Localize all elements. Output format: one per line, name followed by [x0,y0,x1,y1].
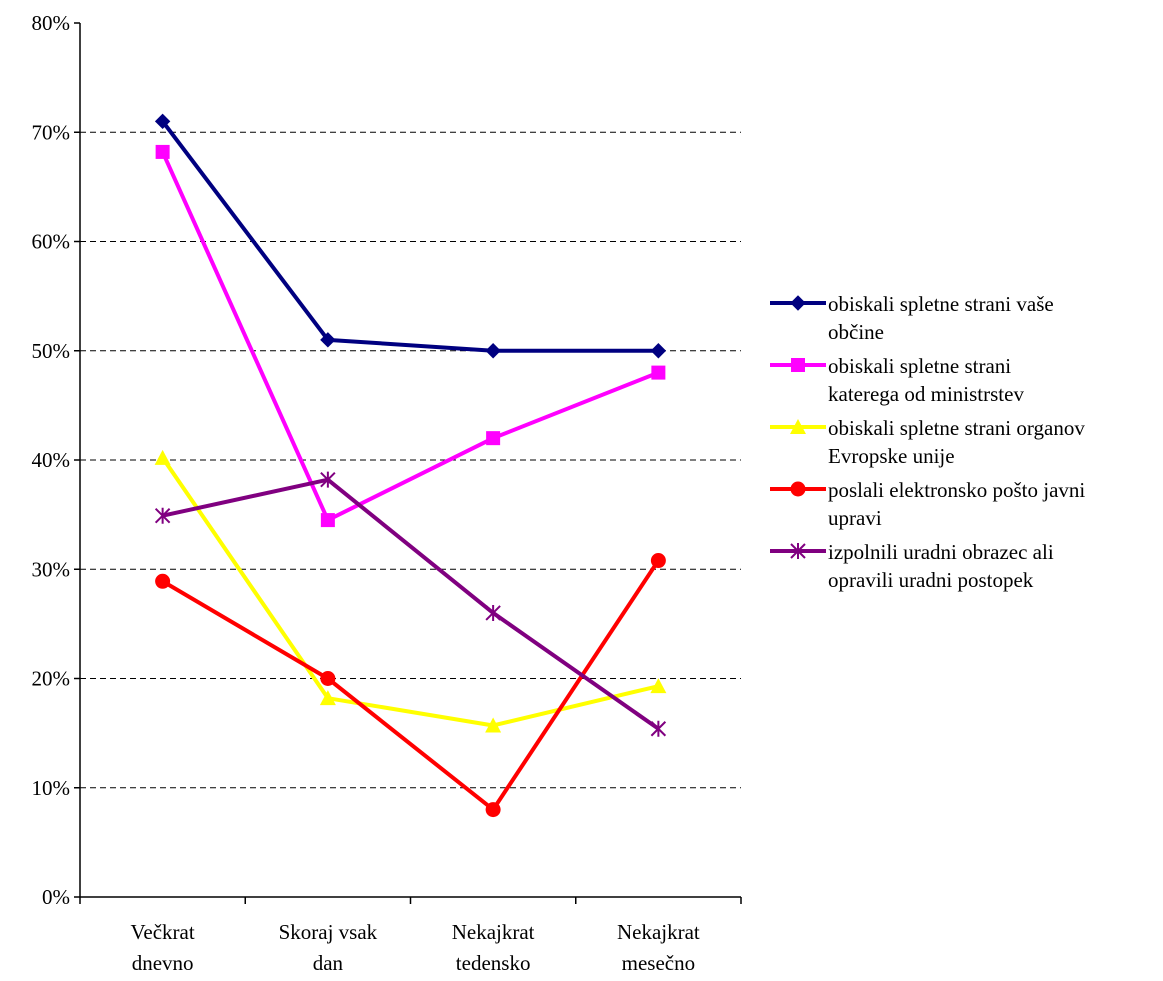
series-1 [154,113,667,359]
legend-key [770,543,826,559]
y-tick-label: 60% [32,230,71,254]
diamond-marker [320,332,336,348]
legend-label: obiskali spletne strani organov Evropske … [828,414,1158,470]
square-marker [486,431,501,446]
legend-label: obiskali spletne strani vaše občine [828,290,1158,346]
y-tick-label: 50% [32,339,71,363]
x-axis-ticks: Večkrat dnevno Skoraj vsak dan Nekajkrat tede… [79,897,742,975]
triangle-marker [650,678,667,694]
legend-label-line: Evropske unije [828,444,955,468]
star-marker [320,471,336,488]
x-tick-label: Skoraj vsak dan [279,920,378,975]
triangle-marker [319,690,336,706]
legend-label: izpolnili uradni obrazec ali opravili ura… [828,538,1158,594]
diamond-marker [485,343,501,359]
legend-key [770,419,826,434]
square-marker [791,358,805,372]
legend-item: obiskali spletne strani katerega od minis… [768,352,1163,408]
y-tick-label: 10% [32,776,71,800]
triangle-marker [154,449,171,465]
star-marker [650,720,667,737]
legend-label: poslali elektronsko pošto javni upravi [828,476,1158,532]
legend-key [770,481,826,497]
star-marker [154,507,171,524]
triangle-marker [485,717,502,733]
series-line [160,151,660,523]
series-3 [154,449,667,733]
star-marker [790,543,806,559]
circle-marker [155,573,171,589]
series-line [162,477,660,731]
legend-label-line: poslali elektronsko pošto javni [828,478,1086,502]
legend-item: izpolnili uradni obrazec ali opravili ura… [768,538,1163,594]
diamond-marker [650,343,667,359]
y-axis-ticks: 0% 10% 20% 30% 40% 50% 60% 70% 80% [32,11,80,909]
x-tick-label: Nekajkrat tedensko [452,920,535,975]
y-tick-label: 80% [32,11,71,35]
legend-label-line: obiskali spletne strani vaše [828,292,1054,316]
circle-marker [790,481,806,497]
circle-marker [650,553,666,569]
y-tick-label: 40% [32,448,71,472]
x-tick-label: Nekajkrat mesečno [617,920,700,975]
legend-label-line: katerega od ministrstev [828,382,1024,406]
circle-marker [320,671,336,686]
legend-key [770,295,826,311]
square-marker [155,144,170,159]
legend-label-line: obiskali spletne strani organov [828,416,1085,440]
gridlines [80,131,741,789]
legend-label-line: občine [828,320,884,344]
legend-item: obiskali spletne strani vaše občine [768,290,1163,346]
legend-label: obiskali spletne strani katerega od minis… [828,352,1158,408]
y-tick-label: 30% [32,557,71,581]
legend-label-line: upravi [828,506,882,530]
legend-item: obiskali spletne strani organov Evropske … [768,414,1163,470]
legend-item: poslali elektronsko pošto javni upravi [768,476,1163,532]
diamond-marker [154,113,171,130]
legend: obiskali spletne strani vaše občine obiska… [768,290,1163,600]
series-line [161,559,661,812]
series-5 [154,471,667,737]
y-tick-label: 70% [32,120,71,144]
legend-label-line: obiskali spletne strani [828,354,1012,378]
x-tick-label: Večkrat dnevno [131,920,195,975]
series-2 [155,144,666,528]
square-marker [320,513,335,528]
star-marker [485,604,501,621]
circle-marker [485,802,501,818]
triangle-marker [790,419,806,434]
diamond-marker [790,295,806,311]
series-layer [154,113,667,818]
y-tick-label: 0% [42,885,70,909]
series-line [160,456,659,728]
legend-label-line: opravili uradni postopek [828,568,1034,592]
y-tick-label: 20% [32,667,71,691]
series-line [161,120,659,353]
series-4 [155,553,666,818]
legend-label-line: izpolnili uradni obrazec ali [828,540,1054,564]
square-marker [651,365,666,380]
legend-key [770,358,826,372]
